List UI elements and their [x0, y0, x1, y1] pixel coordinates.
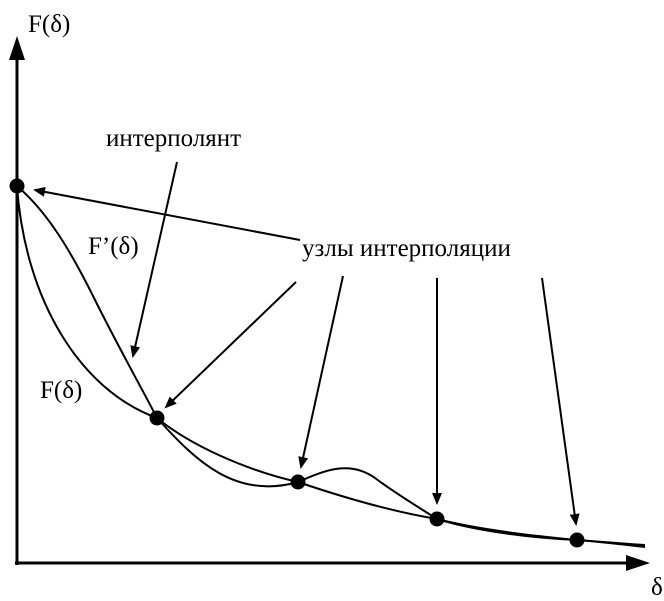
arrow-node-3 — [298, 275, 344, 469]
interpolant-label: интерполянт — [106, 125, 241, 152]
interpolation-nodes — [9, 178, 585, 548]
f-prime-label: F’(δ) — [88, 233, 139, 260]
y-axis-label: F(δ) — [28, 11, 70, 38]
node-4 — [429, 511, 445, 527]
node-1 — [9, 178, 25, 194]
pointer-arrows — [33, 161, 580, 526]
node-2 — [149, 410, 165, 426]
axes — [9, 36, 650, 571]
arrow-node-5 — [541, 277, 580, 526]
interpolant-curve — [16, 185, 646, 548]
node-5 — [569, 532, 585, 548]
arrow-node-2 — [164, 281, 297, 409]
x-axis-arrow-icon — [626, 555, 650, 571]
x-axis-label: δ — [651, 574, 663, 601]
node-3 — [290, 474, 306, 490]
arrow-interpolant — [130, 161, 178, 358]
labels: F(δ) δ интерполянт узлы интерполяции F’(… — [28, 11, 663, 601]
interpolation-nodes-label: узлы интерполяции — [302, 235, 511, 262]
f-label: F(δ) — [40, 377, 82, 404]
y-axis-arrow-icon — [9, 36, 25, 60]
arrow-node-1 — [33, 186, 301, 241]
